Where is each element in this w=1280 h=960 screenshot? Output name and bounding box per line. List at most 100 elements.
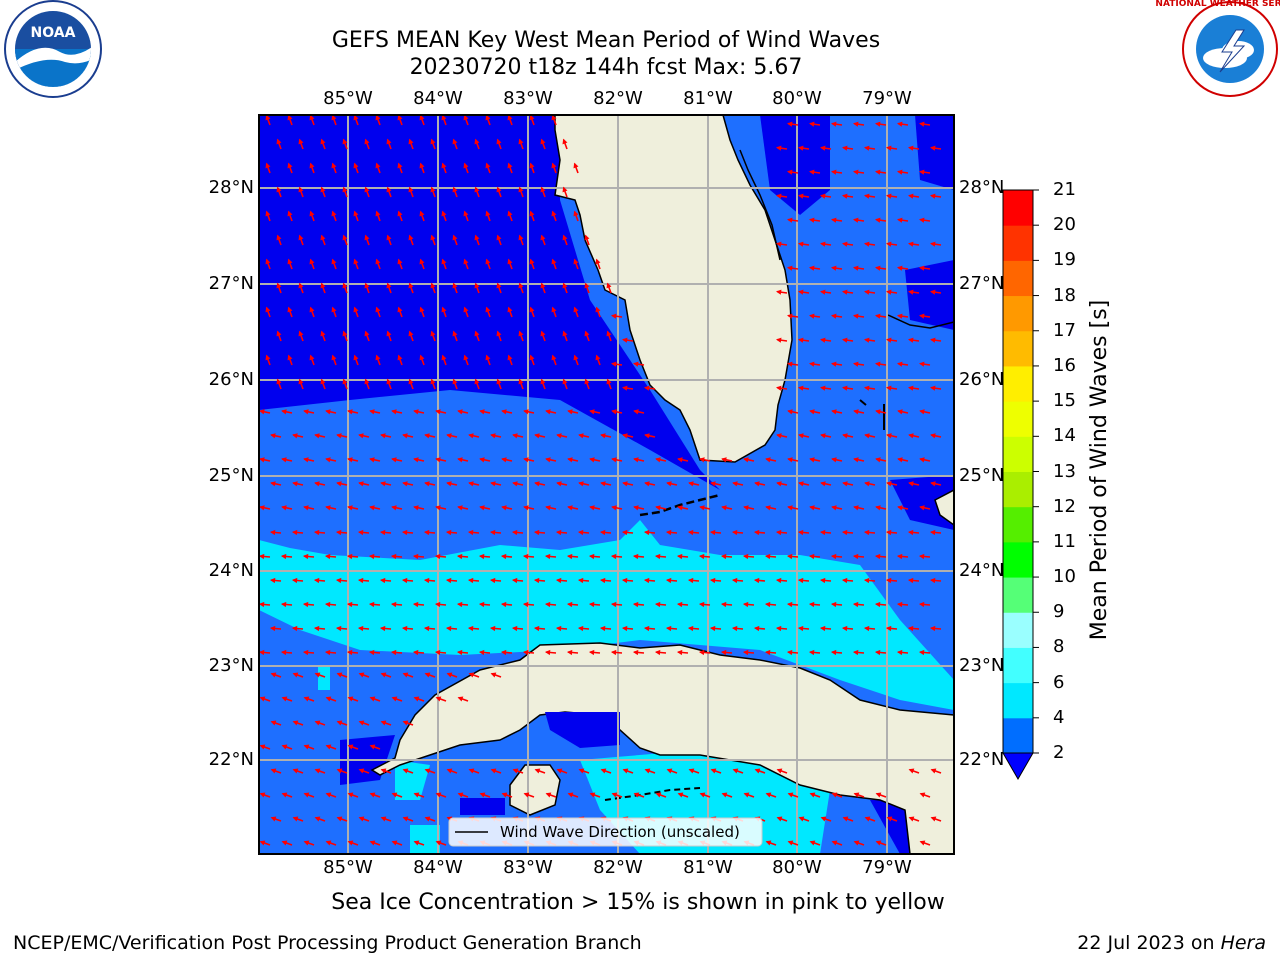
wave-arrow-head: [721, 792, 728, 798]
wave-arrow-head: [809, 361, 815, 367]
wave-arrow-head: [313, 577, 320, 584]
wave-arrow-head: [496, 282, 502, 289]
wave-arrow-head: [320, 186, 326, 193]
wave-arrow-head: [776, 481, 782, 487]
wave-arrow-head: [556, 433, 562, 439]
wave-arrow-head: [500, 553, 507, 560]
grand-bahama: [887, 314, 954, 329]
lon-label-bottom: 81°W: [683, 857, 733, 878]
wave-arrow-head: [551, 306, 557, 313]
wave-arrow-head: [665, 577, 672, 584]
wave-arrow-head: [303, 457, 309, 463]
wave-arrow-head: [347, 457, 353, 463]
wave-arrow-head: [775, 577, 782, 584]
lat-label-right: 25°N: [959, 465, 1005, 486]
arrow-legend-label: Wind Wave Direction (unscaled): [500, 823, 740, 841]
wave-arrow-head: [897, 505, 903, 511]
wave-arrow-head: [380, 433, 386, 439]
wave-arrow-head: [831, 217, 837, 223]
wave-arrow-head: [474, 378, 480, 385]
wave-arrow-head: [336, 720, 343, 726]
wave-arrow-head: [281, 792, 288, 798]
wave-arrow-head: [303, 409, 309, 415]
wave-arrow-head: [809, 840, 816, 846]
wave-arrow-head: [863, 577, 870, 584]
wave-arrow-head: [402, 433, 408, 439]
wave-arrow-head: [776, 145, 782, 151]
colorbar-segment: [1003, 647, 1033, 684]
wind-wave-arrows: [259, 115, 942, 846]
wave-arrow-head: [298, 378, 304, 385]
wave-arrow-head: [456, 601, 463, 608]
wave-arrow-head: [622, 385, 628, 391]
wave-arrow-head: [853, 313, 859, 319]
wave-arrow-head: [490, 481, 496, 487]
colorbar-segment: [1003, 682, 1033, 719]
wave-arrow-head: [606, 378, 612, 385]
wave-arrow-head: [908, 433, 914, 439]
gulf-of-batabano: [545, 712, 620, 748]
wave-arrow-head: [463, 306, 469, 313]
wave-arrow-head: [291, 529, 298, 536]
wave-arrow-head: [919, 361, 925, 367]
wave-arrow-head: [490, 433, 496, 439]
wave-arrow-head: [632, 649, 639, 656]
wave-arrow-head: [841, 625, 848, 632]
wave-arrow-head: [589, 409, 595, 415]
wave-arrow-head: [408, 378, 414, 385]
footer-organization: NCEP/EMC/Verification Post Processing Pr…: [13, 932, 642, 954]
wave-arrow-head: [874, 601, 881, 608]
wave-arrow-head: [402, 768, 409, 774]
wave-arrow-head: [567, 505, 573, 511]
wave-arrow-head: [853, 121, 859, 127]
wave-arrow-head: [584, 282, 590, 289]
wave-arrow-head: [430, 138, 436, 145]
wave-arrow-head: [259, 840, 266, 846]
wave-arrow-head: [886, 337, 892, 343]
wave-arrow-head: [281, 696, 288, 702]
colorbar-tick-label: 17: [1053, 319, 1076, 341]
wave-arrow-head: [501, 792, 508, 798]
map-area: [259, 115, 954, 854]
wave-arrow-head: [358, 768, 365, 774]
colorbar-segment: [1003, 330, 1033, 367]
wave-arrow-head: [930, 145, 936, 151]
wave-arrow-head: [606, 282, 612, 289]
wave-arrow-head: [325, 840, 332, 846]
wave-arrow-head: [265, 258, 271, 265]
wave-arrow-head: [507, 210, 513, 217]
wave-arrow-head: [611, 409, 617, 415]
wave-arrow-head: [314, 481, 320, 487]
lat-label-right: 27°N: [959, 273, 1005, 294]
wave-arrow-head: [797, 625, 804, 632]
wave-arrow-head: [281, 840, 288, 846]
wave-arrow-head: [280, 553, 287, 560]
wave-arrow-head: [390, 601, 397, 608]
wave-arrow-head: [501, 505, 507, 511]
wave-arrow-head: [595, 306, 601, 313]
colorbar-label: Mean Period of Wind Waves [s]: [1087, 300, 1112, 640]
wave-arrow-head: [375, 115, 381, 121]
wave-arrow-head: [786, 553, 793, 560]
wave-arrow-head: [369, 744, 376, 750]
wave-arrow-head: [874, 649, 881, 656]
wave-arrow-head: [577, 577, 584, 584]
wave-arrow-head: [485, 354, 491, 361]
wave-arrow-head: [302, 553, 309, 560]
wave-arrow-head: [831, 361, 837, 367]
wave-arrow-head: [622, 337, 628, 343]
colorbar-tick-label: 9: [1053, 601, 1065, 623]
wave-arrow-head: [500, 601, 507, 608]
colorbar-tick-label: 15: [1053, 390, 1076, 412]
wave-arrow-head: [435, 505, 441, 511]
wave-arrow-head: [358, 433, 364, 439]
wave-arrow-head: [907, 577, 914, 584]
wave-arrow-head: [298, 282, 304, 289]
colorbar-tick-label: 20: [1053, 214, 1076, 236]
wave-arrow-head: [632, 553, 639, 560]
wave-arrow-head: [419, 306, 425, 313]
wave-arrow-head: [479, 792, 486, 798]
wave-arrow-head: [611, 457, 617, 463]
wave-arrow-head: [540, 330, 546, 337]
wave-arrow-head: [423, 577, 430, 584]
